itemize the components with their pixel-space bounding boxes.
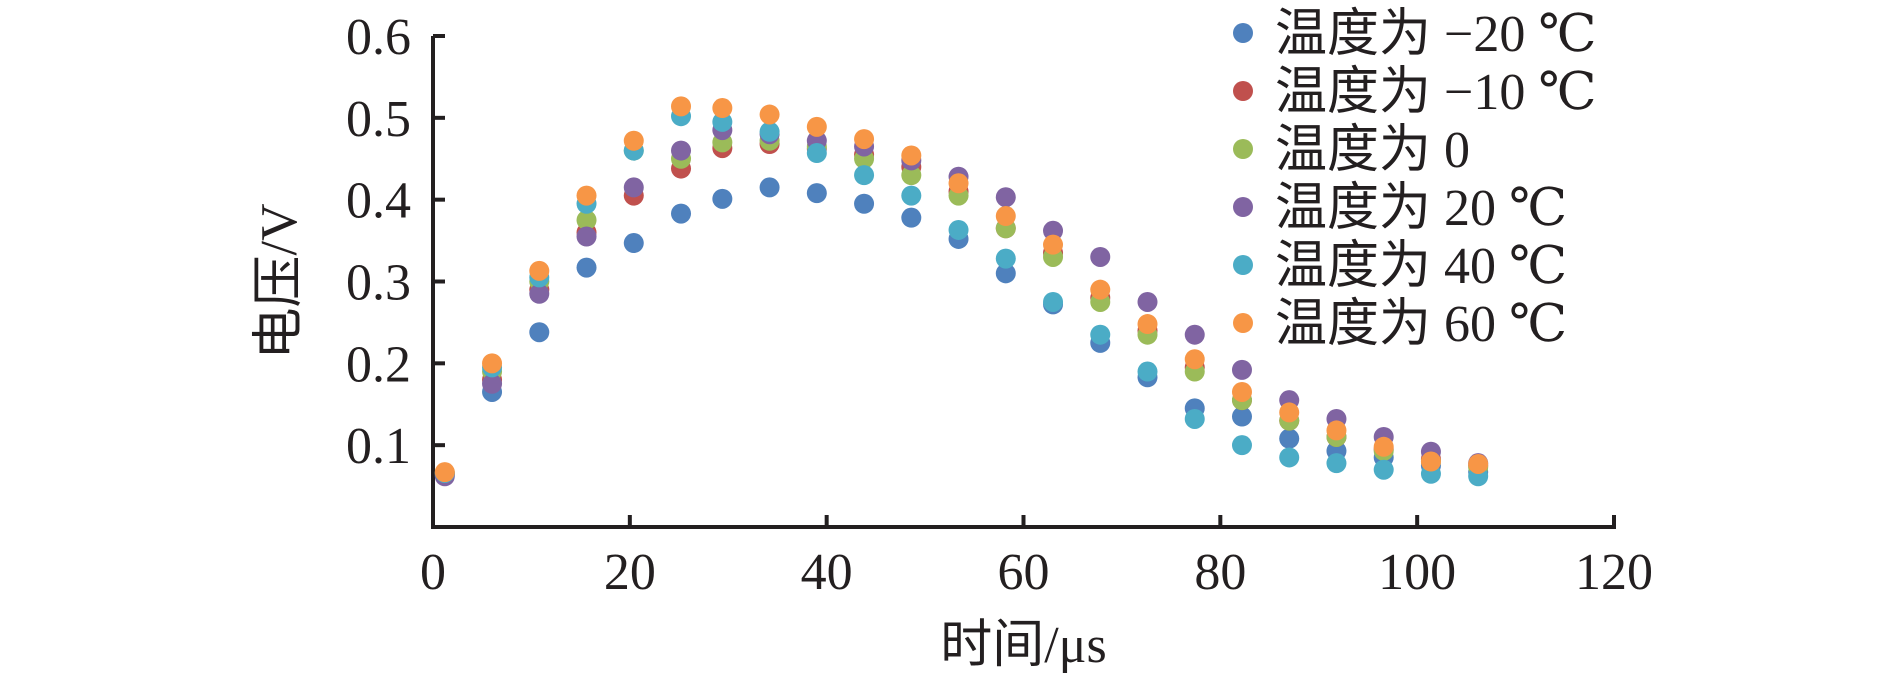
- y-tick-label: 0.2: [346, 336, 411, 393]
- data-point: [948, 219, 969, 240]
- x-tick-label: 120: [1575, 544, 1653, 601]
- x-tick-label: 60: [998, 544, 1050, 601]
- data-point: [901, 145, 922, 166]
- data-point: [1420, 451, 1441, 472]
- data-point: [1090, 279, 1111, 300]
- data-point: [1184, 324, 1205, 345]
- data-point: [1043, 220, 1064, 241]
- data-point: [671, 203, 692, 224]
- data-point: [948, 173, 969, 194]
- y-tick-label: 0.1: [346, 418, 411, 475]
- data-point: [995, 248, 1016, 269]
- axes: 0 20 40 60 80 100 120 0.1 0.2 0.3 0.4 0.5 0.6: [346, 9, 1653, 601]
- y-ticks: 0.1 0.2 0.3 0.4 0.5 0.6: [346, 9, 445, 475]
- data-point: [1137, 314, 1158, 335]
- data-point: [1373, 459, 1394, 480]
- data-point: [1231, 435, 1252, 456]
- data-point: [995, 206, 1016, 227]
- legend-label: 温度为 −10 ℃: [1275, 64, 1597, 121]
- x-axis-title: 时间/μs: [940, 617, 1107, 674]
- data-point: [482, 373, 503, 394]
- data-point: [529, 283, 550, 304]
- data-point: [482, 353, 503, 374]
- legend-label: 温度为 20 ℃: [1275, 180, 1567, 237]
- data-point: [901, 185, 922, 206]
- legend-label: 温度为 60 ℃: [1275, 296, 1567, 353]
- legend-marker: [1233, 197, 1253, 217]
- data-point: [1279, 402, 1300, 423]
- x-tick-label: 40: [801, 544, 853, 601]
- data-point: [1231, 381, 1252, 402]
- data-point: [854, 129, 875, 150]
- data-point: [806, 116, 827, 137]
- data-point: [1184, 408, 1205, 429]
- data-point: [759, 104, 780, 125]
- data-point: [995, 187, 1016, 208]
- data-point: [854, 193, 875, 214]
- legend-marker: [1233, 139, 1253, 159]
- data-point: [1326, 420, 1347, 441]
- data-point: [712, 188, 733, 209]
- x-tick-label: 80: [1194, 544, 1246, 601]
- legend-label: 温度为 0: [1275, 122, 1470, 179]
- data-point: [995, 263, 1016, 284]
- data-point: [1231, 406, 1252, 427]
- legend-marker: [1233, 313, 1253, 333]
- series-points: [434, 96, 1489, 483]
- data-point: [434, 462, 455, 483]
- legend-label: 温度为 −20 ℃: [1275, 6, 1597, 63]
- data-point: [854, 165, 875, 186]
- data-point: [1137, 361, 1158, 382]
- data-point: [623, 233, 644, 254]
- data-point: [1137, 291, 1158, 312]
- data-point: [759, 121, 780, 142]
- data-point: [806, 143, 827, 164]
- legend-label: 温度为 40 ℃: [1275, 238, 1567, 295]
- data-point: [671, 96, 692, 117]
- data-point: [623, 130, 644, 151]
- data-point: [1090, 246, 1111, 267]
- data-point: [576, 210, 597, 231]
- data-point: [576, 226, 597, 247]
- data-point: [529, 260, 550, 281]
- x-tick-label: 100: [1378, 544, 1456, 601]
- data-point: [576, 185, 597, 206]
- x-tick-label: 20: [604, 544, 656, 601]
- legend-marker: [1233, 23, 1253, 43]
- data-point: [712, 98, 733, 119]
- y-axis-title: 电压/V: [251, 203, 308, 359]
- legend-marker: [1233, 255, 1253, 275]
- data-point: [1231, 359, 1252, 380]
- data-point: [1184, 349, 1205, 370]
- x-ticks: 0 20 40 60 80 100 120: [420, 515, 1653, 601]
- data-point: [712, 111, 733, 132]
- y-tick-label: 0.5: [346, 91, 411, 148]
- data-point: [529, 322, 550, 343]
- data-point: [1326, 453, 1347, 474]
- data-point: [1043, 291, 1064, 312]
- data-point: [1468, 453, 1489, 474]
- data-point: [623, 177, 644, 198]
- data-point: [1090, 324, 1111, 345]
- y-tick-label: 0.6: [346, 9, 411, 66]
- x-tick-label: 0: [420, 544, 446, 601]
- data-point: [901, 207, 922, 228]
- y-tick-label: 0.3: [346, 255, 411, 312]
- data-point: [1279, 428, 1300, 449]
- data-points: [434, 96, 1489, 487]
- data-point: [1373, 436, 1394, 457]
- data-point: [1279, 447, 1300, 468]
- y-tick-label: 0.4: [346, 173, 411, 230]
- data-point: [1043, 234, 1064, 255]
- data-point: [806, 183, 827, 204]
- data-point: [671, 140, 692, 161]
- data-point: [901, 165, 922, 186]
- data-point: [759, 177, 780, 198]
- legend-marker: [1233, 81, 1253, 101]
- data-point: [576, 257, 597, 278]
